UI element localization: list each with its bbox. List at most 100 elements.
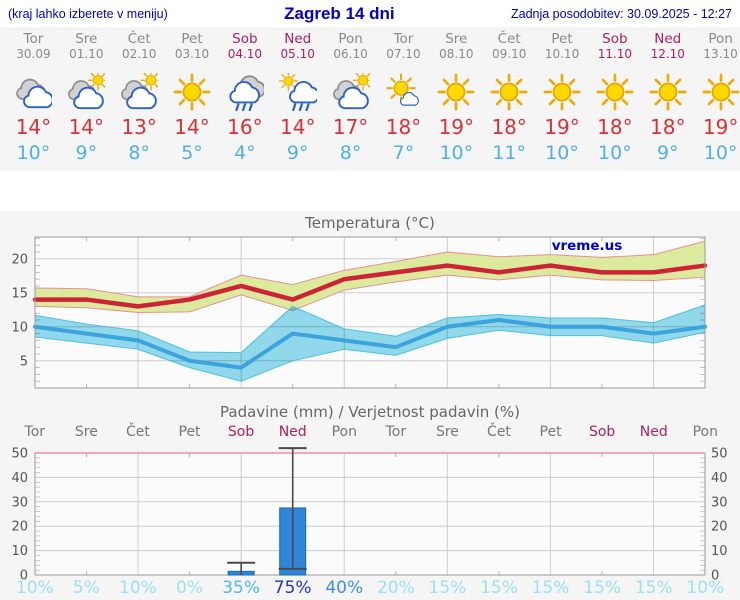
precip-probability-value: 5% xyxy=(72,578,100,598)
precip-day-label: Sob xyxy=(588,424,616,440)
precip-probability-value: 10% xyxy=(15,578,54,598)
weather-icon-cell xyxy=(113,72,166,112)
header-bar: (kraj lahko izberete v meniju) Zagreb 14… xyxy=(0,0,740,27)
temperature-chart: 5 10 15 20 vreme.us xyxy=(11,236,708,389)
weather-icon-cell xyxy=(377,72,430,112)
precip-day-label: Tor xyxy=(385,424,407,440)
weather-icon-cell xyxy=(483,72,536,112)
precip-day-label: Pet xyxy=(178,424,201,440)
day-name-label: Ned xyxy=(284,31,312,47)
min-temp-value: 9° xyxy=(75,142,98,164)
min-temp-value: 10° xyxy=(598,142,632,164)
precip-day-label: Ned xyxy=(278,424,307,440)
sun-cloud-icon xyxy=(120,73,158,111)
svg-text:50: 50 xyxy=(11,447,28,462)
svg-text:50: 50 xyxy=(711,447,728,462)
day-name-label: Tor xyxy=(23,31,44,47)
weather-icon-cell xyxy=(536,72,589,112)
max-temp-value: 14° xyxy=(174,115,210,139)
sun-cloud-icon xyxy=(332,73,370,111)
precip-probability-value: 15% xyxy=(480,578,518,598)
svg-text:20: 20 xyxy=(11,520,28,535)
forecast-strip: Tor Sre Čet Pet Sob Ned Pon Tor Sre Čet Pet Sob Ned P… xyxy=(0,27,740,171)
day-date-label: 13.10 xyxy=(703,47,738,61)
day-name-label: Pon xyxy=(338,31,363,47)
page-title: Zagreb 14 dni xyxy=(284,3,395,23)
sun-icon xyxy=(543,73,581,111)
day-name-label: Ned xyxy=(654,31,682,47)
svg-text:0: 0 xyxy=(711,569,719,581)
min-temp-value: 9° xyxy=(656,142,679,164)
max-temp-value: 14° xyxy=(280,115,316,139)
max-temp-value: 17° xyxy=(332,115,369,139)
min-temp-value: 4° xyxy=(234,142,256,164)
min-temp-value: 5° xyxy=(181,142,203,164)
weather-icon-cell xyxy=(430,72,483,112)
weather-icon-cell xyxy=(271,72,324,112)
precip-probability-value: 75% xyxy=(273,578,312,598)
day-date-label: 12.10 xyxy=(650,47,685,61)
max-temp-value: 16° xyxy=(227,115,263,139)
precip-probability-value: 10% xyxy=(119,578,157,598)
day-date-label: 05.10 xyxy=(280,47,315,61)
precip-day-label: Čet xyxy=(487,424,511,440)
precip-day-label: Tor xyxy=(24,424,46,440)
day-date-label: 11.10 xyxy=(597,47,633,61)
precip-probability-value: 15% xyxy=(428,578,467,598)
precip-day-label: Čet xyxy=(126,424,150,440)
day-date-label: 06.10 xyxy=(333,47,368,61)
day-name-label: Sre xyxy=(75,31,98,47)
day-name-label: Sob xyxy=(602,31,628,47)
max-temps-row: 14° 14° 13° 14° 16° 14° 17° 18° 19° 18° 19° 18° 18° 1… xyxy=(7,114,740,140)
precip-day-label: Pon xyxy=(692,424,718,440)
charts-panel: Temperatura (°C) 5 10 15 20 vreme.us Padavin… xyxy=(0,211,740,600)
day-date-label: 30.09 xyxy=(16,47,51,61)
day-dates-row: 30.09 01.10 02.10 03.10 04.10 05.10 06.10 07.10… xyxy=(7,47,740,61)
day-name-label: Čet xyxy=(127,31,151,47)
vreme-us-watermark-link[interactable]: vreme.us xyxy=(552,238,623,254)
day-date-label: 08.10 xyxy=(439,47,474,61)
sun-rain-icon xyxy=(279,73,317,111)
sun-icon xyxy=(490,73,528,111)
min-temp-value: 8° xyxy=(128,142,150,164)
day-date-label: 02.10 xyxy=(121,47,157,61)
svg-text:30: 30 xyxy=(711,495,728,510)
last-update-text: Zadnja posodobitev: 30.09.2025 - 12:27 xyxy=(510,6,732,21)
max-temp-value: 19° xyxy=(702,115,739,139)
day-name-label: Tor xyxy=(393,31,414,47)
day-name-label: Pon xyxy=(708,31,733,47)
min-temps-row: 10° 9° 8° 5° 4° 9° 8° 7° 10° 11° 10° 10° 9° 10° xyxy=(7,141,740,166)
precip-day-label: Sre xyxy=(74,424,98,440)
day-date-label: 09.10 xyxy=(491,47,527,61)
min-temp-value: 7° xyxy=(392,142,415,164)
precip-probability-value: 10% xyxy=(686,578,725,598)
day-name-label: Pet xyxy=(551,31,573,47)
sun-icon xyxy=(649,73,687,111)
precip-probability-value: 15% xyxy=(531,578,570,598)
precip-probability-row: 10% 5% 10% 0% 35% 75% 40% 20% 15% 15% 15% 15% 15% 10% xyxy=(9,577,731,599)
precip-day-labels-row: Tor Sre Čet Pet Sob Ned Pon Tor Sre Čet Pet Sob Ned P… xyxy=(9,423,731,441)
max-temp-value: 18° xyxy=(650,115,686,139)
sun-cloud-icon xyxy=(67,73,105,111)
precip-day-label: Ned xyxy=(639,424,668,440)
svg-text:0: 0 xyxy=(20,569,28,581)
precipitation-chart: 0 0 10 10 20 20 30 30 40 40 50 50 xyxy=(11,447,728,581)
max-temp-value: 18° xyxy=(597,115,633,139)
precip-probability-value: 0% xyxy=(176,578,204,598)
svg-text:5: 5 xyxy=(20,354,28,369)
location-hint-text: (kraj lahko izberete v meniju) xyxy=(8,6,168,21)
precip-probability-value: 35% xyxy=(222,578,260,598)
weather-icon-cell xyxy=(166,72,219,112)
svg-text:20: 20 xyxy=(11,252,28,267)
weather-icon-cell xyxy=(324,72,377,112)
svg-text:15: 15 xyxy=(11,286,28,301)
max-temp-value: 14° xyxy=(68,115,105,139)
svg-text:30: 30 xyxy=(11,495,28,510)
weather-icons-row xyxy=(7,72,740,112)
weather-icon-cell xyxy=(694,72,740,112)
svg-text:40: 40 xyxy=(711,471,728,486)
svg-text:10: 10 xyxy=(711,544,728,559)
svg-text:20: 20 xyxy=(711,520,728,535)
min-temp-value: 8° xyxy=(339,142,362,164)
